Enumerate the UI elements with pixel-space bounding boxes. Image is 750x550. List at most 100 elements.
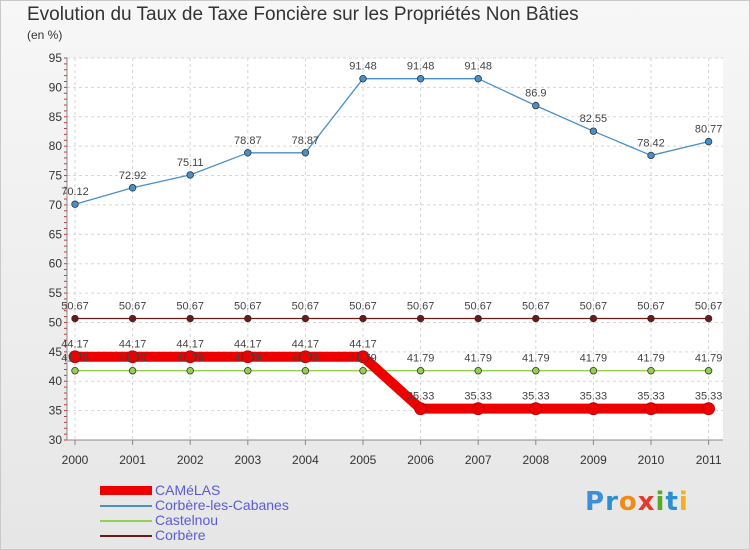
data-point [359,367,367,375]
y-tick-label: 80 [49,139,63,153]
data-label: 72.92 [119,170,147,182]
legend: CAMéLAS Corbère-les-Cabanes Castelnou Co… [100,482,360,543]
data-label: 50.67 [522,301,550,313]
data-label: 50.67 [407,301,435,313]
x-tick-label: 2003 [234,453,261,467]
data-label: 50.67 [464,301,492,313]
chart-subtitle: (en %) [27,28,63,42]
data-point [186,314,194,323]
data-point [71,314,79,323]
x-tick-label: 2009 [580,453,607,467]
data-label: 44.17 [234,339,262,351]
data-label: 91.48 [349,61,377,73]
data-label: 91.48 [407,61,435,73]
data-point [532,367,540,375]
y-tick-label: 60 [49,257,63,271]
data-label: 44.17 [349,339,377,351]
data-point [647,367,655,375]
data-label: 91.48 [464,61,492,73]
data-label: 41.79 [637,353,665,365]
legend-label: CAMéLAS [155,482,221,498]
data-point [301,314,310,323]
data-label: 44.17 [61,339,89,351]
data-label: 78.87 [234,135,262,147]
data-label: 41.79 [695,353,723,365]
data-label: 35.33 [407,391,435,403]
data-label: 50.67 [176,301,204,313]
y-tick-label: 90 [49,80,63,94]
data-point [416,314,425,323]
data-point [356,350,370,364]
data-point [68,350,82,364]
data-label: 44.17 [292,339,320,351]
data-point [644,402,658,416]
data-label: 41.79 [407,353,435,365]
data-label: 50.67 [234,301,262,313]
data-point [704,314,713,323]
data-label: 44.17 [176,339,204,351]
data-label: 35.33 [522,391,550,403]
data-point [471,402,485,416]
data-point [416,74,425,83]
y-tick-label: 95 [49,51,63,65]
data-label: 41.79 [61,353,89,365]
data-point [589,314,598,323]
x-tick-label: 2005 [350,453,377,467]
x-tick-label: 2004 [292,453,319,467]
legend-swatch [100,535,152,537]
data-point [186,367,194,375]
data-point [244,314,252,323]
data-point [704,137,713,146]
data-point [359,314,367,323]
logo-letter: o [618,487,638,517]
data-point [301,367,310,375]
data-point [474,74,482,83]
logo-letter: x [637,487,656,517]
y-tick-label: 35 [49,404,63,418]
y-tick-label: 30 [49,433,63,447]
data-point [647,151,655,160]
data-point [241,350,255,364]
legend-swatch [100,505,152,507]
proxiti-logo: Proxiti [585,487,689,517]
legend-item-castelnou: Castelnou [100,512,360,528]
data-point [244,367,252,375]
y-tick-label: 85 [49,110,63,124]
data-point [298,350,312,364]
data-label: 35.33 [464,391,492,403]
logo-letter: t [665,487,679,517]
data-label: 78.42 [637,137,665,149]
legend-swatch [100,486,152,495]
y-tick-label: 70 [49,198,63,212]
data-point [532,101,540,110]
y-tick-label: 55 [49,286,63,300]
data-label: 41.79 [349,353,377,365]
x-tick-label: 2006 [407,453,434,467]
data-point [71,367,79,375]
legend-item-corbere: Corbère [100,527,360,543]
data-label: 41.79 [522,353,550,365]
data-point [186,171,194,179]
data-label: 82.55 [580,113,608,125]
data-point [126,350,140,364]
data-point [359,74,367,83]
data-point [474,314,482,323]
data-point [301,149,310,157]
data-label: 75.11 [177,157,204,169]
plot-area [67,58,723,440]
data-label: 41.79 [580,353,608,365]
logo-letter: i [678,487,689,517]
series-line [75,351,709,414]
data-label: 41.79 [176,353,204,365]
x-tick-label: 2010 [638,453,665,467]
data-point [244,149,252,157]
axes: 30 35 40 45 50 55 60 65 70 75 80 85 90 95 2000 2001 2002… [49,51,723,467]
x-tick-label: 2007 [465,453,492,467]
data-label: 41.79 [234,353,262,365]
legend-swatch [100,520,152,522]
data-labels: 50.67 50.67 50.67 50.67 50.67 50.67 50.67 50.67… [61,61,722,403]
data-point [128,184,137,192]
data-point [474,367,482,375]
y-tick-label: 40 [49,374,63,388]
data-point [589,367,598,375]
